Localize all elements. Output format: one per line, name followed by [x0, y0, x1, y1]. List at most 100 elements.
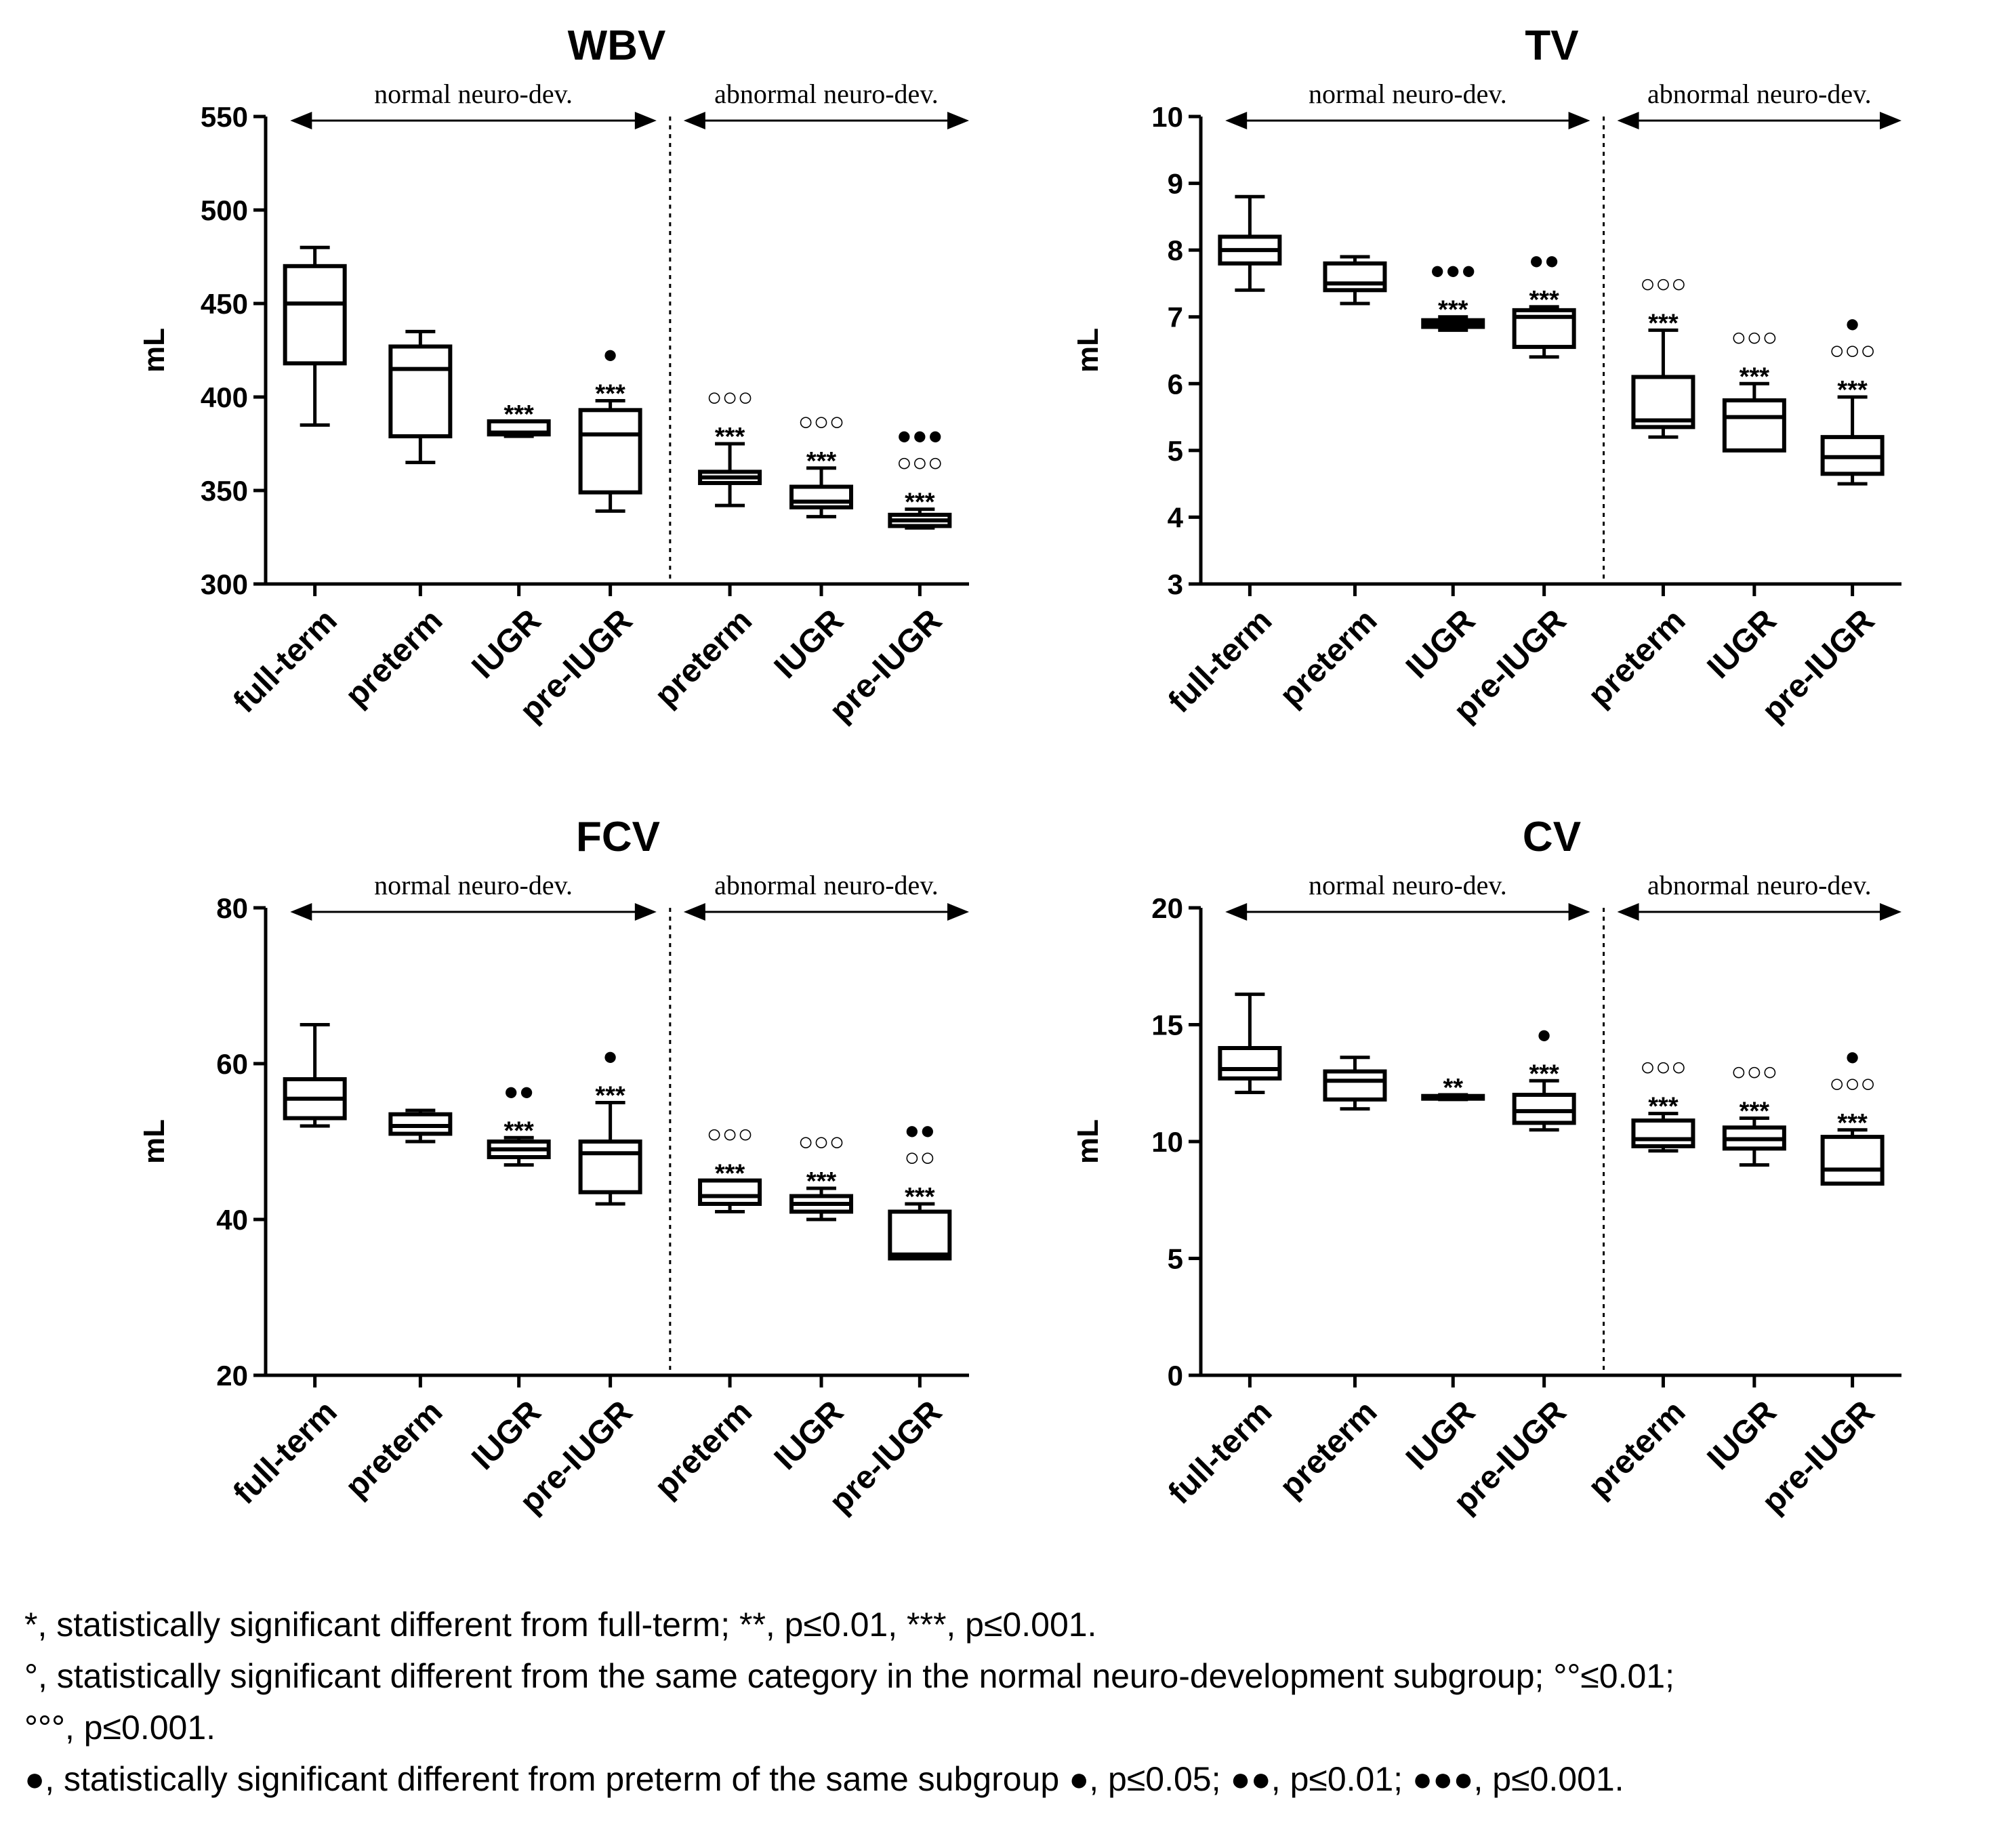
annotation-open-circles: ○○○	[798, 408, 845, 436]
x-tick-label: preterm	[648, 603, 759, 714]
box-iugr: *** ○○○	[789, 408, 854, 519]
arrowhead-left-icon	[1225, 112, 1248, 129]
chart-panel-wbv: WBV mL 300 350 400 450 500 550 normal neuro-dev.…	[138, 22, 969, 729]
group-label: abnormal neuro-dev.	[714, 79, 939, 109]
y-tick-label: 10	[1151, 1126, 1183, 1158]
box-preterm	[1323, 255, 1387, 306]
box-full-term	[1218, 194, 1282, 292]
y-tick-label: 350	[201, 475, 248, 507]
box-pre-iugr: *** ●●	[1512, 247, 1576, 359]
box-pre-iugr: *** ○○○●	[1820, 1043, 1885, 1186]
box-iqr	[1323, 261, 1387, 293]
y-tick-label: 40	[216, 1204, 248, 1236]
footnote-filled-circle: ●, statistically significant different f…	[24, 1760, 1624, 1798]
box-iqr	[388, 344, 453, 438]
box-iqr	[698, 1178, 762, 1206]
box-pre-iugr: *** ○○○●●●	[888, 422, 952, 530]
annotation-asterisks: ***	[595, 1082, 625, 1110]
x-tick-label: IUGR	[768, 603, 850, 686]
x-tick-label: IUGR	[1399, 1394, 1482, 1477]
box-iqr	[578, 408, 642, 495]
annotation-open-circles: ○○○	[1829, 1070, 1876, 1098]
box-preterm: *** ○○○	[698, 1121, 762, 1213]
group-label: normal neuro-dev.	[374, 870, 573, 900]
chart-panel-cv: CV mL 0 5 10 15 20 normal neuro-dev. abnormal ne…	[1071, 814, 1901, 1520]
x-tick-label: preterm	[1273, 1394, 1384, 1505]
footnote-open-circle: °, statistically significant different f…	[24, 1657, 1674, 1695]
x-tick-label: preterm	[1273, 603, 1384, 714]
box-iqr	[283, 264, 347, 366]
annotation-asterisks: ***	[1529, 1060, 1559, 1088]
chart-title: CV	[1523, 814, 1581, 860]
group-label: normal neuro-dev.	[1309, 870, 1507, 900]
box-preterm: *** ○○○	[1631, 270, 1695, 439]
x-tick-label: IUGR	[768, 1394, 850, 1477]
annotation-filled-circles: ●●●	[897, 422, 943, 451]
y-tick-label: 3	[1168, 568, 1183, 600]
y-tick-label: 15	[1151, 1009, 1183, 1041]
annotation-open-circles: ○○○	[798, 1128, 845, 1156]
group-label: normal neuro-dev.	[1309, 79, 1507, 109]
box-iugr: *** ●●●	[1421, 257, 1485, 332]
chart-title: TV	[1525, 22, 1578, 69]
box-full-term	[283, 1023, 347, 1128]
annotation-filled-circles: ●●	[503, 1077, 535, 1106]
box-iugr: ***	[487, 400, 551, 438]
y-tick-label: 10	[1151, 101, 1183, 133]
annotation-asterisks: ***	[715, 1160, 745, 1188]
chart-title: FCV	[576, 814, 660, 860]
annotation-filled-circles: ●	[602, 341, 618, 369]
x-tick-label: preterm	[338, 1394, 449, 1505]
box-iqr	[578, 1140, 642, 1194]
x-tick-label: preterm	[338, 603, 449, 714]
y-tick-label: 0	[1168, 1360, 1183, 1392]
footnote-open-circle-cont: °°°, p≤0.001.	[24, 1709, 216, 1747]
x-tick-label: full-term	[226, 1394, 344, 1511]
y-tick-label: 550	[201, 101, 248, 133]
box-iqr	[1323, 1069, 1387, 1102]
annotation-open-circles: ○○○	[897, 449, 943, 478]
group-label: abnormal neuro-dev.	[714, 870, 939, 900]
box-pre-iugr: *** ●	[578, 341, 642, 513]
y-tick-label: 5	[1168, 1243, 1183, 1275]
annotation-open-circles: ○○○	[1640, 270, 1687, 298]
x-tick-label: full-term	[226, 603, 344, 720]
annotation-open-circles: ○○○	[1640, 1053, 1687, 1082]
y-tick-label: 80	[216, 892, 248, 924]
box-iqr	[1722, 398, 1786, 453]
y-tick-label: 300	[201, 568, 248, 600]
box-full-term	[1218, 993, 1282, 1095]
annotation-asterisks: ***	[905, 488, 935, 517]
box-iqr	[1820, 1135, 1885, 1186]
arrowhead-left-icon	[290, 903, 312, 921]
y-axis-label: mL	[138, 328, 171, 373]
box-pre-iugr: *** ○○●●	[888, 1116, 952, 1261]
chart-panel-fcv: FCV mL 20 40 60 80 normal neuro-dev. abnormal n…	[138, 814, 969, 1520]
arrowhead-right-icon	[1568, 112, 1590, 129]
annotation-asterisks: ***	[1648, 1093, 1679, 1121]
x-tick-label: IUGR	[1399, 603, 1482, 686]
arrowhead-left-icon	[1225, 903, 1248, 921]
arrowhead-left-icon	[683, 112, 705, 129]
box-iqr	[1218, 1046, 1282, 1081]
annotation-filled-circles: ●●	[904, 1116, 935, 1145]
arrowhead-left-icon	[1617, 112, 1639, 129]
y-axis-label: mL	[138, 1119, 171, 1164]
box-iugr: **	[1421, 1074, 1485, 1102]
group-label: normal neuro-dev.	[374, 79, 573, 109]
arrowhead-right-icon	[1880, 112, 1901, 129]
box-preterm	[388, 329, 453, 465]
box-preterm: *** ○○○	[698, 383, 762, 507]
x-tick-label: preterm	[1582, 603, 1693, 714]
box-pre-iugr: *** ●	[1512, 1020, 1576, 1132]
chart-panel-tv: TV mL 3 4 5 6 7 8 9 10 normal neuro-dev. abnormal n…	[1071, 22, 1901, 729]
x-tick-label: preterm	[648, 1394, 759, 1505]
arrowhead-right-icon	[634, 903, 657, 921]
arrowhead-right-icon	[1880, 903, 1901, 921]
annotation-filled-circles: ●	[1845, 310, 1860, 338]
x-tick-label: IUGR	[1701, 603, 1784, 686]
x-tick-label: IUGR	[465, 1394, 548, 1477]
box-preterm	[388, 1108, 453, 1144]
box-iqr	[1512, 1093, 1576, 1125]
y-tick-label: 60	[216, 1048, 248, 1080]
